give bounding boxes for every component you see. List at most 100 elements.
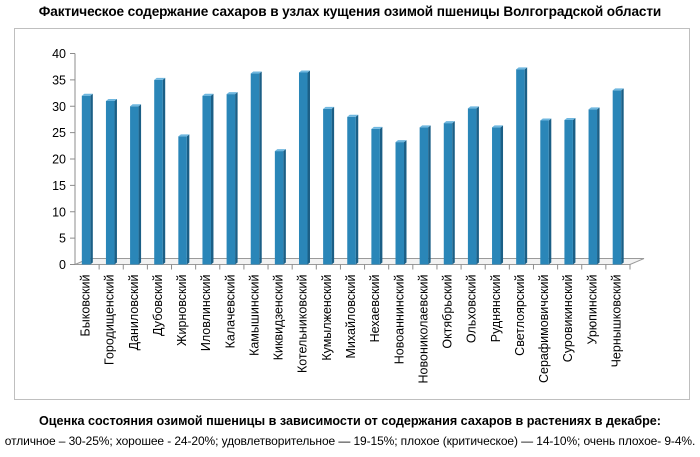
bar-side bbox=[428, 125, 431, 265]
x-tick-label: Камышинский bbox=[247, 274, 261, 355]
x-tick-label: Нехаевский bbox=[368, 274, 382, 342]
bar-side bbox=[500, 125, 504, 265]
bar-top bbox=[202, 93, 214, 96]
x-tick-label: Октябрьский bbox=[441, 274, 455, 348]
bar bbox=[81, 95, 91, 265]
bar-side bbox=[210, 93, 214, 265]
y-tick-label: 40 bbox=[52, 47, 66, 61]
bar-side bbox=[548, 118, 552, 265]
x-tick-label: Городищенский bbox=[103, 274, 117, 364]
x-tick-label: Новониколаевский bbox=[416, 274, 430, 383]
bar-side bbox=[452, 121, 455, 265]
bar-top bbox=[612, 88, 624, 91]
bar-top bbox=[540, 118, 552, 121]
bar bbox=[202, 95, 211, 265]
bar-side bbox=[476, 106, 479, 265]
y-tick-label: 35 bbox=[52, 73, 66, 87]
bar-side bbox=[162, 77, 166, 265]
x-tick-label: Михайловский bbox=[344, 274, 358, 358]
bar-top bbox=[564, 117, 576, 120]
bar-side bbox=[235, 92, 238, 265]
bar-top bbox=[226, 92, 238, 95]
x-tick-label: Урюпинский bbox=[585, 274, 599, 344]
bar-top bbox=[250, 71, 262, 74]
bar bbox=[419, 127, 429, 265]
bar-side bbox=[114, 98, 117, 265]
x-tick-label: Руднянский bbox=[489, 274, 503, 342]
bar-top bbox=[154, 77, 166, 80]
x-tick-label: Киквидзенский bbox=[272, 274, 286, 360]
bar-side bbox=[259, 71, 262, 265]
bar-top bbox=[516, 67, 528, 70]
x-tick-label: Иловлинский bbox=[199, 274, 213, 351]
x-tick-label: Ольховский bbox=[465, 274, 479, 343]
y-tick-label: 25 bbox=[52, 126, 66, 140]
x-tick-label: Новоаннинский bbox=[392, 274, 406, 364]
bar-top bbox=[178, 134, 190, 137]
bar-top bbox=[443, 121, 455, 124]
y-tick-label: 10 bbox=[52, 205, 66, 219]
bar bbox=[323, 108, 332, 265]
bar-top bbox=[323, 106, 335, 109]
x-tick-label: Дубовский bbox=[151, 274, 165, 335]
y-tick-label: 20 bbox=[52, 153, 66, 167]
bar bbox=[154, 79, 163, 265]
y-tick-label: 5 bbox=[59, 232, 66, 246]
bar bbox=[226, 94, 236, 265]
bar-side bbox=[138, 104, 142, 265]
bar bbox=[371, 128, 380, 265]
bar bbox=[564, 119, 573, 265]
x-tick-label: Чернышковский bbox=[609, 274, 623, 367]
bar-side bbox=[404, 140, 407, 265]
bar-top bbox=[274, 149, 286, 152]
bar bbox=[516, 69, 525, 265]
x-tick-label: Быковский bbox=[79, 274, 93, 336]
bar-top bbox=[467, 106, 479, 109]
bar-top bbox=[130, 104, 142, 107]
x-tick-label: Серафимовичский bbox=[537, 274, 551, 383]
bar-side bbox=[307, 70, 310, 265]
y-tick-label: 15 bbox=[52, 179, 66, 193]
bar-top bbox=[492, 125, 504, 128]
bar-top bbox=[105, 98, 117, 101]
bar bbox=[540, 120, 549, 265]
bar bbox=[588, 109, 598, 265]
bar-side bbox=[331, 106, 335, 265]
bar-top bbox=[298, 70, 310, 73]
bar bbox=[612, 90, 622, 265]
bar-top bbox=[371, 126, 383, 129]
x-tick-label: Даниловский bbox=[127, 274, 141, 350]
bar-side bbox=[379, 126, 383, 265]
bar bbox=[395, 142, 405, 265]
bar bbox=[250, 73, 260, 265]
chart-area: 0 5 10 15 20 25 30 35 40 Быковский Городищенский Да… bbox=[14, 28, 690, 400]
bar-side bbox=[621, 88, 624, 265]
bar bbox=[274, 151, 284, 265]
bar-top bbox=[588, 107, 600, 110]
bar bbox=[298, 72, 308, 265]
bar-side bbox=[597, 107, 600, 265]
bar bbox=[178, 136, 187, 265]
bar bbox=[443, 123, 453, 265]
bar bbox=[130, 106, 139, 265]
bar-side bbox=[572, 117, 576, 265]
bar bbox=[492, 127, 501, 265]
bar bbox=[105, 100, 115, 265]
bar-side bbox=[355, 114, 359, 265]
footnote-text: отличное – 30-25%; хорошее - 24-20%; удо… bbox=[4, 434, 696, 448]
bar-top bbox=[395, 140, 407, 143]
bar bbox=[347, 116, 356, 265]
bar-top bbox=[81, 93, 93, 96]
y-tick-label: 0 bbox=[59, 258, 66, 272]
bar-top bbox=[347, 114, 359, 117]
footnote-heading: Оценка состояния озимой пшеницы в зависи… bbox=[39, 414, 661, 428]
x-tick-label: Суровикинский bbox=[561, 274, 575, 362]
bar bbox=[467, 108, 477, 265]
bar-side bbox=[524, 67, 528, 265]
x-tick-label: Калачевский bbox=[223, 274, 237, 348]
bar-side bbox=[283, 149, 286, 265]
x-tick-label: Светлоярский bbox=[513, 274, 527, 355]
x-tick-label: Жирновский bbox=[175, 274, 189, 346]
chart-title: Фактическое содержание сахаров в узлах к… bbox=[38, 4, 662, 19]
bar-side bbox=[186, 134, 190, 265]
